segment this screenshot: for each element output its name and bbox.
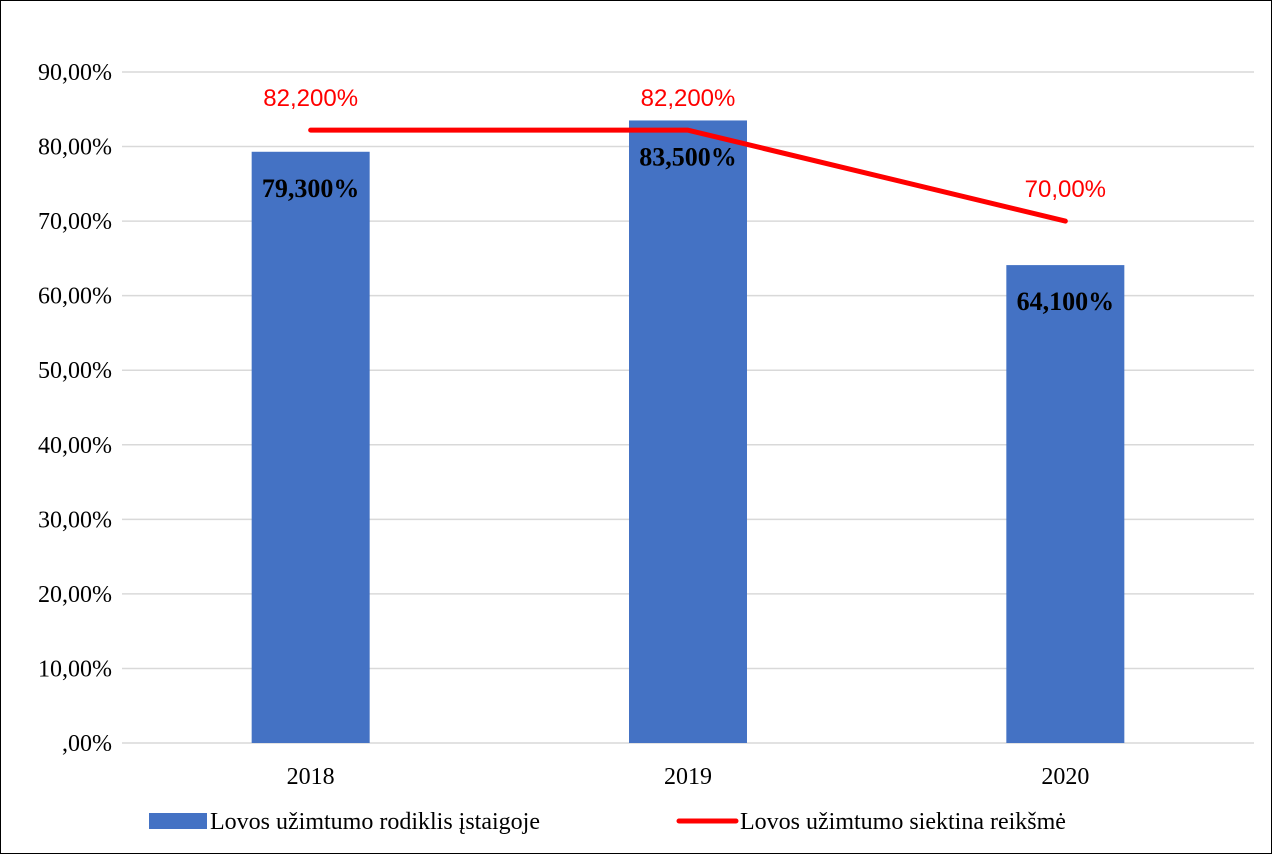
y-tick-label-6: 60,00%: [38, 284, 112, 310]
x-tick-label-2018: 2018: [287, 764, 335, 790]
x-axis-ticks: 2018 2019 2020: [287, 764, 1090, 790]
x-tick-label-2020: 2020: [1041, 764, 1089, 790]
bar-data-label-2019: 83,500%: [639, 142, 737, 171]
y-tick-label-1: 10,00%: [38, 656, 112, 682]
y-tick-label-4: 40,00%: [38, 433, 112, 459]
legend-line-label: Lovos užimtumo siektina reikšmė: [740, 809, 1066, 835]
line-data-label-2020: 70,00%: [1025, 176, 1106, 203]
bar-2018: [252, 152, 370, 743]
y-tick-label-5: 50,00%: [38, 358, 112, 384]
y-tick-label-0: ,00%: [62, 731, 112, 757]
y-tick-label-2: 20,00%: [38, 582, 112, 608]
line-data-label-2018: 82,200%: [263, 85, 358, 112]
line-data-label-2019: 82,200%: [641, 85, 736, 112]
legend-bar-label: Lovos užimtumo rodiklis įstaigoje: [210, 809, 540, 835]
y-tick-label-8: 80,00%: [38, 135, 112, 161]
bar-series: 79,300% 83,500% 64,100%: [252, 120, 1125, 743]
y-axis-ticks: ,00% 10,00% 20,00% 30,00% 40,00% 50,00% 60,00%…: [38, 60, 112, 757]
legend: Lovos užimtumo rodiklis įstaigoje Lovos u…: [149, 809, 1066, 835]
bar-data-label-2020: 64,100%: [1017, 287, 1115, 316]
legend-bar-swatch: [149, 813, 207, 829]
y-tick-label-7: 70,00%: [38, 209, 112, 235]
x-tick-label-2019: 2019: [664, 764, 712, 790]
y-tick-label-9: 90,00%: [38, 60, 112, 86]
bar-data-label-2018: 79,300%: [262, 174, 360, 203]
bar-2020: [1006, 265, 1124, 743]
y-tick-label-3: 30,00%: [38, 507, 112, 533]
bar-2019: [629, 120, 747, 743]
